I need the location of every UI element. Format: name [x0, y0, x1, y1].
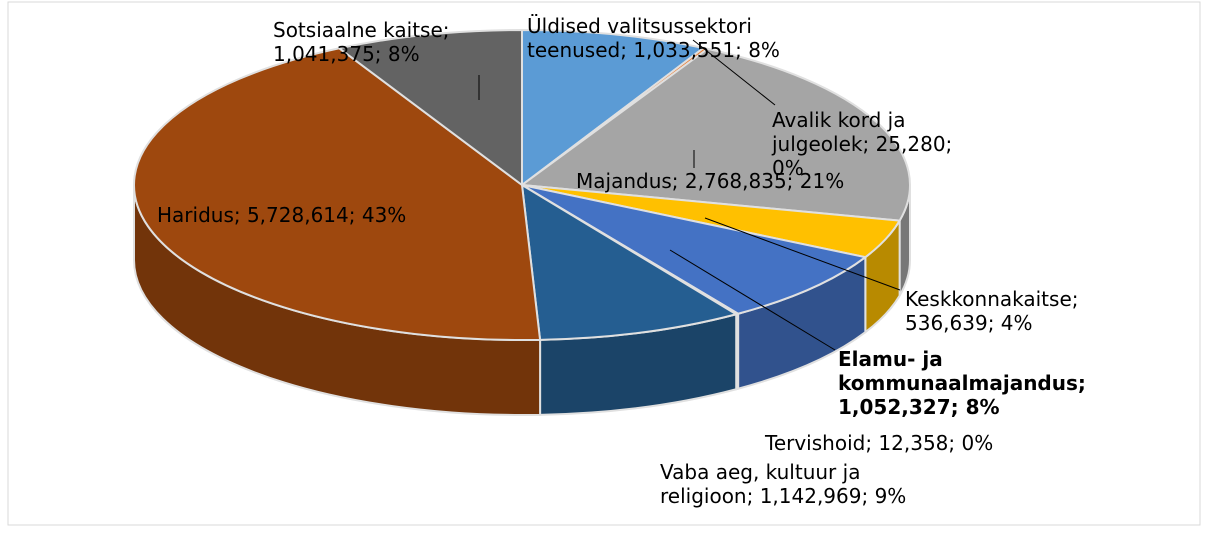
data-label: Majandus; 2,768,835; 21% [576, 169, 845, 193]
pie-slice [521, 184, 868, 315]
pie-slice [336, 28, 523, 187]
pie [133, 28, 911, 416]
pie-slice [520, 183, 739, 341]
leader-line [704, 217, 901, 291]
pie-slice [133, 47, 542, 341]
pie-slice [521, 28, 706, 188]
data-label: Haridus; 5,728,614; 43% [157, 203, 407, 227]
leader-lines [478, 39, 901, 351]
data-label: Üldised valitsussektori teenused; 1,033,… [527, 14, 780, 62]
data-label: Tervishoid; 12,358; 0% [765, 431, 994, 455]
data-label: Avalik kord ja julgeolek; 25,280; 0% [772, 108, 953, 180]
leader-line [692, 39, 776, 106]
pie-slice [519, 47, 911, 222]
data-label: Elamu- ja kommunaalmajandus; 1,052,327; … [838, 347, 1086, 419]
leader-line [669, 249, 836, 351]
data-label: Vaba aeg, kultuur ja religioon; 1,142,96… [660, 460, 907, 508]
data-label: Keskkonnakaitse; 536,639; 4% [905, 287, 1079, 335]
data-label: Sotsiaalne kaitse; 1,041,375; 8% [273, 18, 450, 66]
